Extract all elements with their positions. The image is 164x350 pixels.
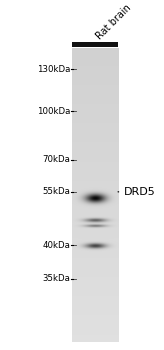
Text: 130kDa: 130kDa xyxy=(37,65,70,74)
Text: DRD5: DRD5 xyxy=(118,187,156,197)
Text: 40kDa: 40kDa xyxy=(42,240,70,250)
Text: Rat brain: Rat brain xyxy=(94,2,133,41)
Text: 70kDa: 70kDa xyxy=(42,155,70,164)
Bar xyxy=(72,42,118,47)
Text: 100kDa: 100kDa xyxy=(37,107,70,116)
Text: 55kDa: 55kDa xyxy=(42,187,70,196)
Text: 35kDa: 35kDa xyxy=(42,274,70,284)
